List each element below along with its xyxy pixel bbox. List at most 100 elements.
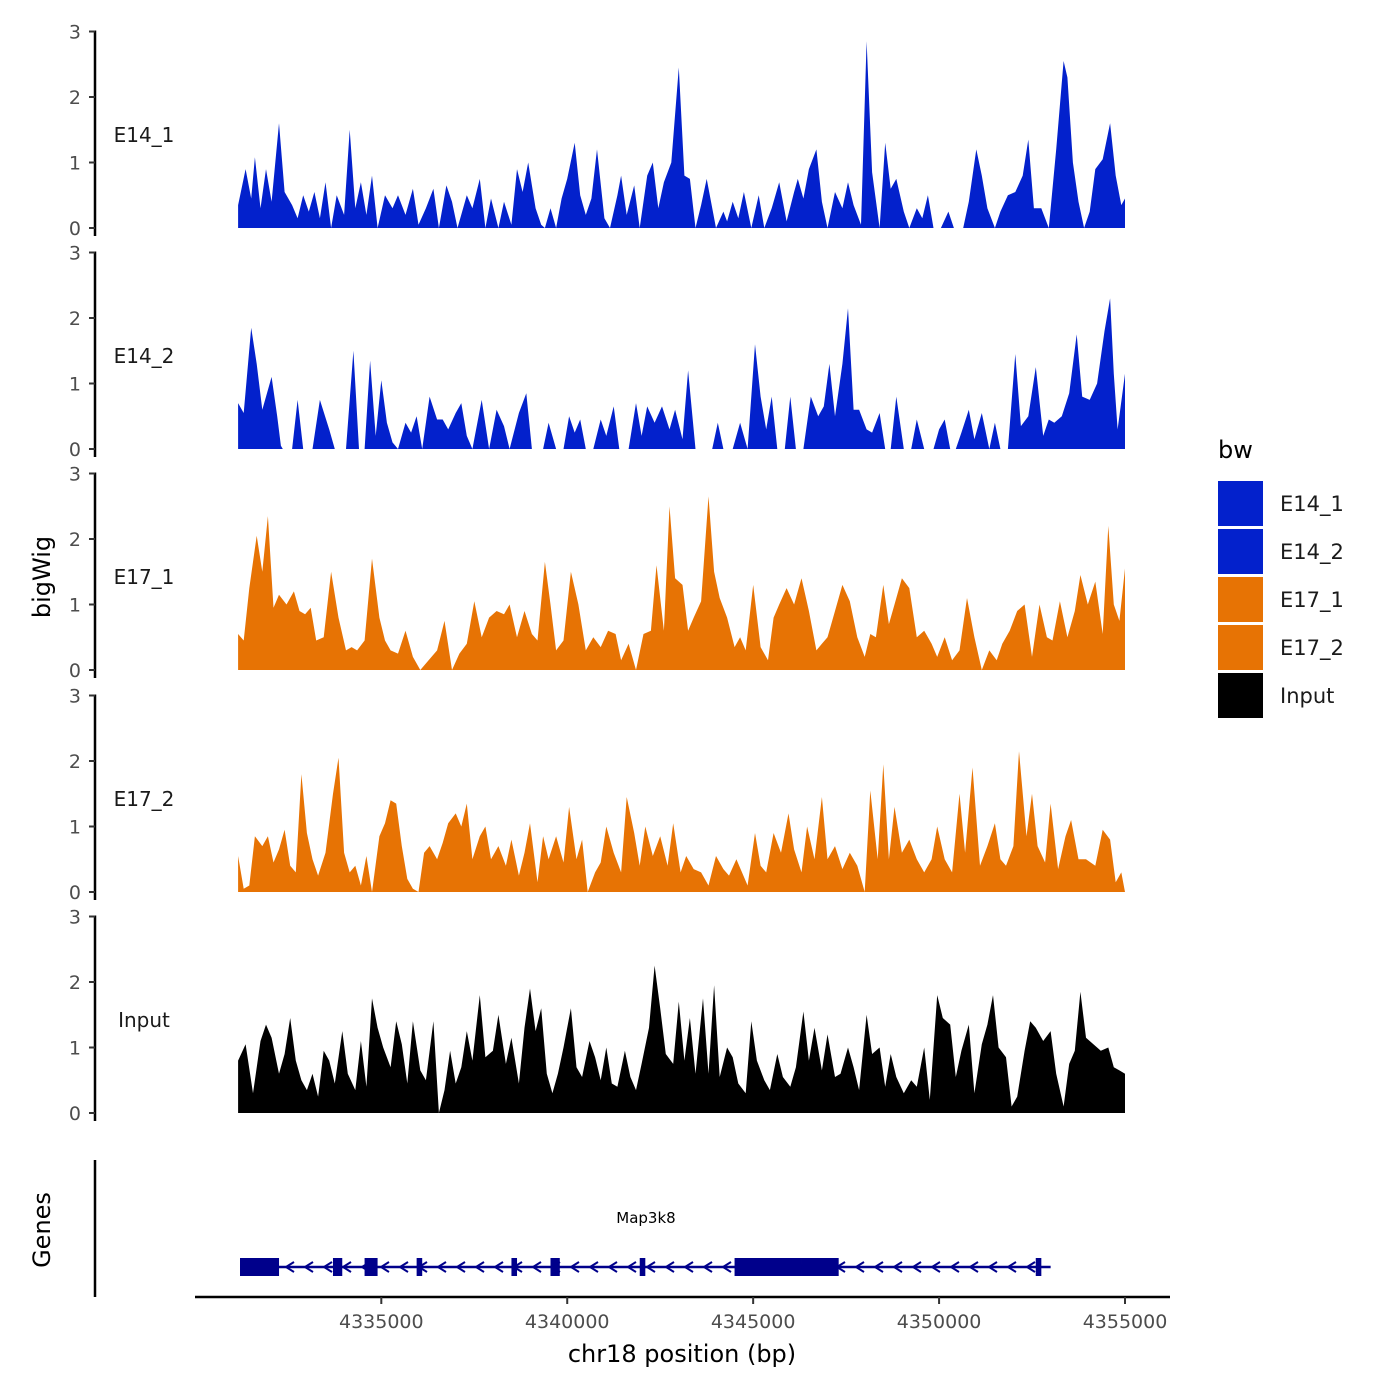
track-label: E14_2: [114, 344, 175, 368]
y-tick-label: 0: [69, 660, 81, 682]
legend-swatch: [1218, 673, 1263, 718]
track-label: E17_1: [114, 565, 175, 589]
gene-name-label: Map3k8: [616, 1209, 675, 1227]
legend-item-input: Input: [1218, 673, 1334, 718]
exon: [1035, 1258, 1042, 1276]
track-label: Input: [118, 1008, 170, 1032]
legend-swatch: [1218, 577, 1263, 622]
exon: [416, 1258, 423, 1276]
track-e17-1: 0 1 2 3 E17_1: [69, 464, 1126, 682]
strand-arrow: [683, 1261, 694, 1273]
y-tick-label: 2: [69, 529, 81, 551]
exon: [550, 1258, 560, 1276]
strand-arrow: [436, 1261, 447, 1273]
exon: [801, 1258, 839, 1276]
y-tick-label: 0: [69, 218, 81, 240]
strand-arrow: [341, 1261, 352, 1273]
track-e14-1: 0 1 2 3 E14_1: [69, 22, 1126, 240]
strand-arrow: [493, 1261, 504, 1273]
strand-arrow: [930, 1261, 941, 1273]
strand-arrow: [569, 1261, 580, 1273]
legend-label: E14_2: [1280, 540, 1344, 565]
strand-arrow: [1006, 1261, 1017, 1273]
strand-arrow: [854, 1261, 865, 1273]
strand-arrow: [607, 1261, 618, 1273]
legend-label: E14_1: [1280, 492, 1344, 517]
legend-item-e17-2: E17_2: [1218, 625, 1344, 670]
strand-arrow: [398, 1261, 409, 1273]
x-axis: 4335000 4340000 4345000 4350000 4355000: [195, 1295, 1170, 1333]
gene-map3k8: Map3k8: [240, 1209, 1051, 1276]
strand-arrow: [987, 1261, 998, 1273]
strand-arrow: [531, 1261, 542, 1273]
gene-track: Map3k8: [93, 1160, 1051, 1297]
y-tick-label: 3: [69, 243, 81, 265]
strand-arrow: [664, 1261, 675, 1273]
strand-arrow: [1025, 1261, 1036, 1273]
x-axis-title: chr18 position (bp): [568, 1340, 796, 1368]
track-input: 0 1 2 3 Input: [69, 907, 1126, 1125]
y-tick-label: 1: [69, 1038, 81, 1060]
y-axis-title: bigWig: [28, 536, 56, 618]
strand-arrow: [474, 1261, 485, 1273]
track-label: E17_2: [114, 787, 175, 811]
coverage-area: [238, 298, 1126, 449]
legend: bw E14_1 E14_2 E17_1 E17_2 Input: [1218, 436, 1344, 718]
strand-arrow: [379, 1261, 390, 1273]
strand-arrow: [303, 1261, 314, 1273]
coverage-area: [238, 751, 1126, 892]
strand-arrow: [588, 1261, 599, 1273]
track-e17-2: 0 1 2 3 E17_2: [69, 686, 1126, 904]
legend-swatch: [1218, 481, 1263, 526]
x-tick-label: 4340000: [525, 1311, 610, 1333]
strand-arrow: [892, 1261, 903, 1273]
exon: [639, 1258, 646, 1276]
strand-arrow: [322, 1261, 333, 1273]
coverage-area: [238, 965, 1126, 1113]
x-tick-label: 4355000: [1083, 1311, 1168, 1333]
strand-arrow: [284, 1261, 295, 1273]
exon: [240, 1258, 280, 1276]
y-tick-label: 2: [69, 972, 81, 994]
track-label: E14_1: [114, 123, 175, 147]
strand-arrow: [721, 1261, 732, 1273]
exon: [734, 1258, 802, 1276]
strand-arrow: [455, 1261, 466, 1273]
legend-swatch: [1218, 625, 1263, 670]
strand-arrow: [911, 1261, 922, 1273]
y-tick-label: 3: [69, 464, 81, 486]
y-tick-label: 1: [69, 595, 81, 617]
exon: [364, 1258, 378, 1276]
legend-swatch: [1218, 529, 1263, 574]
y-tick-label: 1: [69, 817, 81, 839]
coverage-tracks: 0 1 2 3 E14_1 0 1 2 3 E14_2 0 1 2 3 E17_1 0 1 2 3 E17_2 0 1 2 3…: [69, 22, 1126, 1125]
x-tick-label: 4335000: [339, 1311, 424, 1333]
y-tick-label: 0: [69, 439, 81, 461]
y-tick-label: 1: [69, 374, 81, 396]
strand-arrow: [702, 1261, 713, 1273]
exon: [511, 1258, 518, 1276]
y-tick-label: 2: [69, 87, 81, 109]
strand-arrow: [626, 1261, 637, 1273]
legend-label: E17_1: [1280, 588, 1344, 613]
y-tick-label: 0: [69, 1103, 81, 1125]
y-tick-label: 2: [69, 308, 81, 330]
y-tick-label: 3: [69, 686, 81, 708]
exon: [332, 1258, 343, 1276]
legend-item-e14-2: E14_2: [1218, 529, 1344, 574]
track-e14-2: 0 1 2 3 E14_2: [69, 243, 1126, 461]
x-tick-label: 4350000: [897, 1311, 982, 1333]
genes-axis-title: Genes: [28, 1192, 56, 1268]
strand-arrow: [968, 1261, 979, 1273]
strand-arrow: [873, 1261, 884, 1273]
y-tick-label: 2: [69, 751, 81, 773]
legend-item-e14-1: E14_1: [1218, 481, 1344, 526]
legend-title: bw: [1218, 436, 1253, 464]
x-tick-label: 4345000: [711, 1311, 796, 1333]
y-tick-label: 1: [69, 153, 81, 175]
y-tick-label: 3: [69, 22, 81, 44]
y-tick-label: 0: [69, 882, 81, 904]
legend-label: E17_2: [1280, 636, 1344, 661]
legend-item-e17-1: E17_1: [1218, 577, 1344, 622]
